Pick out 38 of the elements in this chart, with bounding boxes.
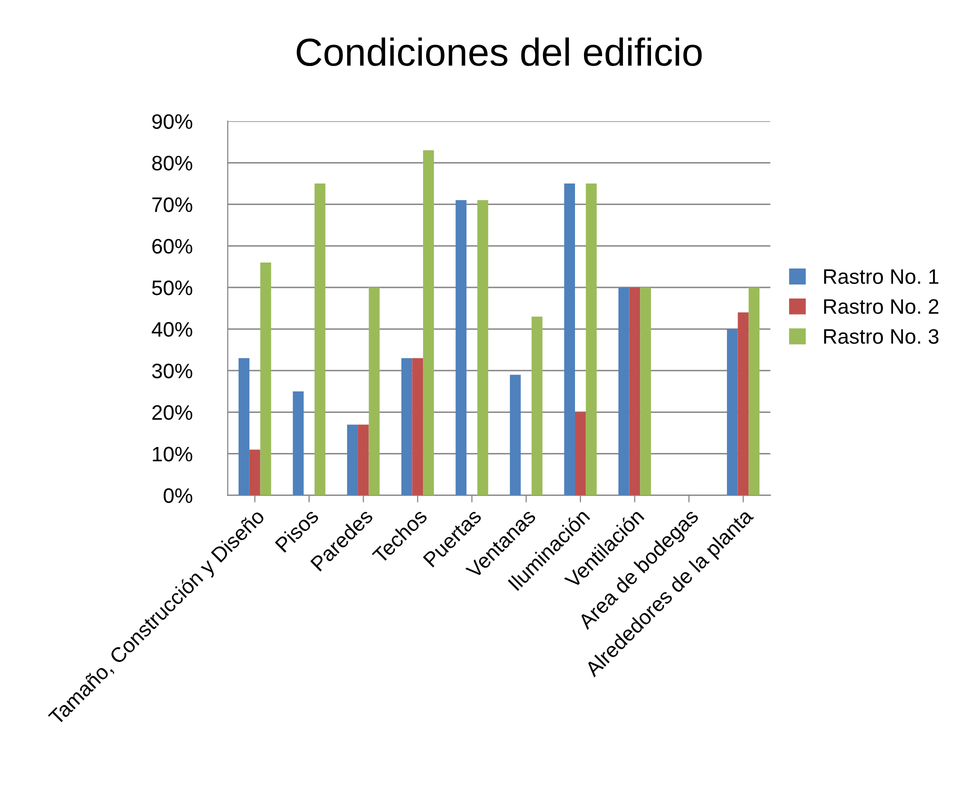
bar <box>249 450 260 496</box>
legend-label: Rastro No. 2 <box>824 299 938 314</box>
y-tick-label: 30% <box>152 364 192 378</box>
bar <box>532 316 542 496</box>
bar <box>368 287 380 496</box>
bar <box>260 262 272 496</box>
y-tick-label: 50% <box>152 280 192 296</box>
y-tick-label: 10% <box>152 446 192 462</box>
bar <box>456 200 466 496</box>
bar <box>618 287 630 496</box>
bar <box>586 184 597 496</box>
bar <box>314 184 326 496</box>
bar <box>738 312 749 496</box>
bar <box>748 287 760 496</box>
y-tick-label: 0% <box>164 488 192 504</box>
bar <box>726 329 738 496</box>
bar <box>575 412 586 496</box>
bar <box>238 358 250 496</box>
bar <box>292 391 304 496</box>
bar <box>564 184 576 496</box>
bar <box>358 424 369 496</box>
legend-label: Rastro No. 1 <box>824 269 938 284</box>
y-tick-label: 70% <box>152 197 192 212</box>
bar <box>477 200 488 496</box>
y-tick-label: 80% <box>152 156 192 171</box>
y-tick-label: 60% <box>152 238 192 254</box>
bar <box>510 374 521 496</box>
bar <box>412 358 424 496</box>
legend-label: Rastro No. 3 <box>824 329 938 344</box>
bar <box>629 287 640 496</box>
y-tick-label: 40% <box>152 322 192 337</box>
chart-title: Condiciones del edificio <box>296 37 702 66</box>
bar <box>347 424 358 496</box>
y-tick-label: 20% <box>152 405 192 420</box>
bar <box>423 150 434 496</box>
bar <box>401 358 412 496</box>
bar <box>640 287 651 496</box>
y-tick-label: 90% <box>152 114 192 129</box>
